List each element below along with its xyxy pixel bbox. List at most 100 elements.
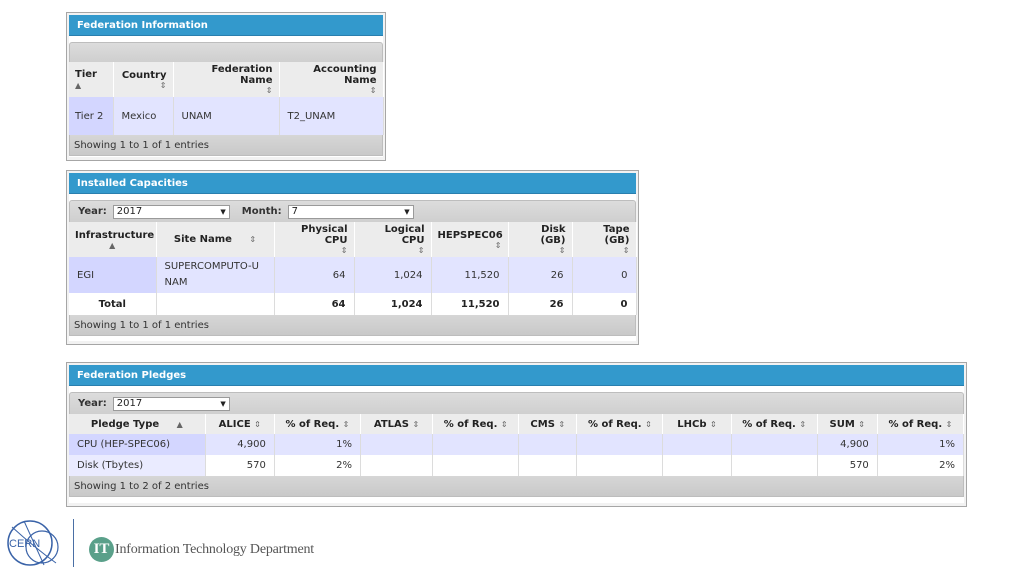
column-header-federation-name[interactable]: Federation Name ⇕ [173, 62, 280, 97]
sort-both-icon: ⇕ [342, 419, 350, 429]
table-row: EGI SUPERCOMPUTO-UNAM 64 1,024 11,520 26… [69, 257, 637, 293]
column-header-lhcb[interactable]: LHCb ⇕ [662, 414, 732, 434]
cell-lhcb-pct [731, 455, 818, 476]
column-header-hepspec06[interactable]: HEPSPEC06 ⇕ [431, 222, 509, 257]
it-department-logo: IT Information Technology Department [89, 537, 314, 562]
column-header-cms-pct[interactable]: % of Req. ⇕ [576, 414, 664, 434]
column-header-sum-pct[interactable]: % of Req. ⇕ [877, 414, 965, 434]
column-header-physical-cpu[interactable]: Physical CPU ⇕ [274, 222, 355, 257]
sort-both-icon: ⇕ [340, 246, 348, 255]
sort-both-icon: ⇕ [254, 419, 261, 429]
federation-information-title: Federation Information [69, 15, 383, 36]
installed-capacities-toolbar: Year: 2017 ▼ Month: 7 ▼ [69, 200, 636, 222]
dropdown-arrow-icon: ▼ [220, 207, 226, 216]
column-header-country[interactable]: Country ⇕ [113, 62, 174, 97]
total-site-name [156, 293, 275, 315]
sort-ascending-icon: ▲ [109, 240, 116, 250]
column-header-site-name[interactable]: Site Name ⇕ [156, 222, 275, 257]
federation-pledges-toolbar: Year: 2017 ▼ [69, 392, 964, 414]
cell-disk: 26 [508, 257, 573, 293]
column-header-atlas[interactable]: ATLAS ⇕ [360, 414, 434, 434]
year-select[interactable]: 2017 ▼ [112, 204, 230, 219]
column-header-cms[interactable]: CMS ⇕ [518, 414, 578, 434]
cell-cms-pct [576, 455, 664, 476]
sort-both-icon: ⇕ [645, 419, 652, 429]
cell-atlas-pct [432, 455, 520, 476]
sort-both-icon: ⇕ [412, 419, 420, 429]
column-header-disk[interactable]: Disk (GB) ⇕ [508, 222, 573, 257]
table-row: Disk (Tbytes) 570 2% 570 2% [69, 455, 965, 476]
federation-information-toolbar [69, 42, 383, 62]
total-disk: 26 [508, 293, 573, 315]
sort-both-icon: ⇕ [369, 86, 377, 95]
cell-pledge-type: Disk (Tbytes) [69, 455, 206, 476]
sort-both-icon: ⇕ [558, 419, 566, 429]
sort-both-icon: ⇕ [558, 246, 566, 255]
column-header-tier[interactable]: Tier ▲ [69, 62, 114, 97]
cell-alice-pct: 2% [274, 455, 361, 476]
table-row: CPU (HEP-SPEC06) 4,900 1% 4,900 1% [69, 434, 965, 455]
svg-text:CERN: CERN [9, 538, 40, 550]
cell-cms [518, 455, 578, 476]
federation-pledges-panel: Federation Pledges Year: 2017 ▼ Pledge T… [66, 362, 967, 507]
cell-sum: 4,900 [817, 434, 878, 455]
sort-ascending-icon: ▲ [176, 419, 183, 429]
cell-alice-pct: 1% [274, 434, 361, 455]
sort-both-icon: ⇕ [500, 419, 508, 429]
cell-lhcb [662, 455, 732, 476]
column-header-pledge-type[interactable]: Pledge Type ▲ [69, 414, 206, 434]
installed-capacities-panel: Installed Capacities Year: 2017 ▼ Month:… [66, 170, 639, 345]
total-row: Total 64 1,024 11,520 26 0 [69, 293, 637, 315]
cern-logo: CERN [4, 517, 60, 572]
column-header-atlas-pct[interactable]: % of Req. ⇕ [432, 414, 520, 434]
total-tape: 0 [572, 293, 637, 315]
total-label: Total [69, 293, 157, 315]
sort-both-icon: ⇕ [858, 419, 865, 429]
month-label: Month: [241, 206, 282, 217]
column-header-lhcb-pct[interactable]: % of Req. ⇕ [731, 414, 818, 434]
total-physical-cpu: 64 [274, 293, 355, 315]
cell-logical-cpu: 1,024 [354, 257, 432, 293]
year-select[interactable]: 2017 ▼ [112, 396, 230, 411]
cell-federation-name: UNAM [173, 97, 280, 135]
cell-lhcb [662, 434, 732, 455]
column-header-sum[interactable]: SUM ⇕ [817, 414, 878, 434]
sort-both-icon: ⇕ [622, 246, 630, 255]
sort-both-icon: ⇕ [159, 80, 167, 90]
cell-accounting-name: T2_UNAM [279, 97, 384, 135]
cell-alice: 570 [205, 455, 275, 476]
cell-hepspec06: 11,520 [431, 257, 509, 293]
it-department-name: Information Technology Department [115, 541, 314, 557]
year-label: Year: [78, 398, 107, 409]
cell-site-name: SUPERCOMPUTO-UNAM [156, 257, 275, 293]
column-header-infrastructure[interactable]: Infrastructure ▲ [69, 222, 157, 257]
sort-both-icon: ⇕ [710, 419, 717, 429]
cell-cms-pct [576, 434, 664, 455]
federation-information-table: Tier ▲ Country ⇕ Federation Name ⇕ Accou… [69, 62, 384, 135]
month-select[interactable]: 7 ▼ [287, 204, 414, 219]
column-header-accounting-name[interactable]: Accounting Name ⇕ [279, 62, 384, 97]
column-header-alice[interactable]: ALICE ⇕ [205, 414, 275, 434]
column-header-logical-cpu[interactable]: Logical CPU ⇕ [354, 222, 432, 257]
sort-both-icon: ⇕ [799, 419, 807, 429]
installed-capacities-table: Infrastructure ▲ Site Name ⇕ Physical CP… [69, 222, 637, 315]
cell-sum-pct: 1% [877, 434, 965, 455]
cell-pledge-type: CPU (HEP-SPEC06) [69, 434, 206, 455]
cell-sum-pct: 2% [877, 455, 965, 476]
federation-information-panel: Federation Information Tier ▲ Country ⇕ … [66, 12, 386, 161]
cell-atlas-pct [432, 434, 520, 455]
installed-capacities-footer: Showing 1 to 1 of 1 entries [69, 315, 636, 336]
cell-country: Mexico [113, 97, 174, 135]
sort-both-icon: ⇕ [494, 240, 502, 250]
column-header-tape[interactable]: Tape (GB) ⇕ [572, 222, 637, 257]
federation-pledges-title: Federation Pledges [69, 365, 964, 386]
column-header-alice-pct[interactable]: % of Req. ⇕ [274, 414, 361, 434]
sort-both-icon: ⇕ [945, 419, 953, 429]
sort-both-icon: ⇕ [265, 86, 273, 95]
federation-information-footer: Showing 1 to 1 of 1 entries [69, 135, 383, 156]
total-hepspec06: 11,520 [431, 293, 509, 315]
table-row: Tier 2 Mexico UNAM T2_UNAM [69, 97, 384, 135]
cern-logo-icon: CERN [7, 520, 59, 566]
dropdown-arrow-icon: ▼ [404, 207, 410, 216]
cell-lhcb-pct [731, 434, 818, 455]
